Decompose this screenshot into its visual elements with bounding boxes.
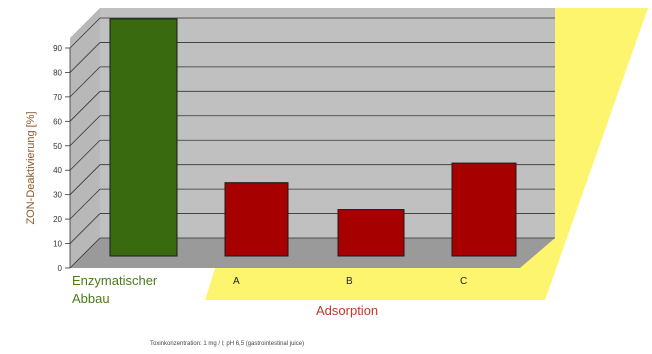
y-tick-label: 80 (53, 68, 62, 77)
y-tick-label: 60 (53, 117, 62, 126)
y-tick-label: 90 (53, 44, 62, 53)
group-label-enzymatic-line2: Abbau (72, 291, 110, 306)
group-label-enzymatic-line1: Enzymatischer (72, 273, 158, 288)
y-axis-title: ZON-Deaktivierung [%] (25, 111, 37, 224)
gridline-wall (69, 91, 101, 122)
gridline-wall (69, 164, 101, 195)
gridline-wall (69, 188, 101, 220)
gridline-wall (69, 139, 101, 171)
footnote: Toxinkonzentration: 1 mg / l; pH 6,5 (ga… (150, 341, 304, 347)
x-tick-label: B (346, 276, 353, 287)
gridline-wall (69, 66, 101, 98)
bar-a (224, 182, 289, 257)
y-tick-label: 30 (53, 191, 62, 200)
y-tick-label: 20 (53, 215, 62, 224)
y-tick-label: 70 (53, 93, 62, 102)
x-tick-label: C (460, 276, 467, 287)
bars (109, 18, 517, 257)
group-label-adsorption: Adsorption (316, 303, 378, 318)
gridline-wall (69, 17, 101, 49)
chart-floor (70, 238, 555, 268)
bar-enzymatischer-abbau (109, 18, 178, 257)
gridline-wall (69, 42, 101, 73)
y-tick-label: 40 (53, 166, 62, 175)
bar-b (337, 209, 405, 257)
gridline-wall (69, 213, 101, 244)
bar-c (451, 162, 517, 257)
chart-left-wall (70, 8, 100, 268)
y-tick-label: 10 (53, 240, 62, 249)
y-tick-label: 50 (53, 142, 62, 151)
x-tick-label: A (233, 276, 240, 287)
y-tick-label: 0 (58, 264, 63, 273)
gridline-wall (69, 237, 101, 269)
category-labels: A B C (233, 276, 467, 287)
gridline-wall (69, 115, 101, 147)
y-axis-ticks: 0 10 20 30 40 50 60 70 80 90 (53, 44, 71, 273)
